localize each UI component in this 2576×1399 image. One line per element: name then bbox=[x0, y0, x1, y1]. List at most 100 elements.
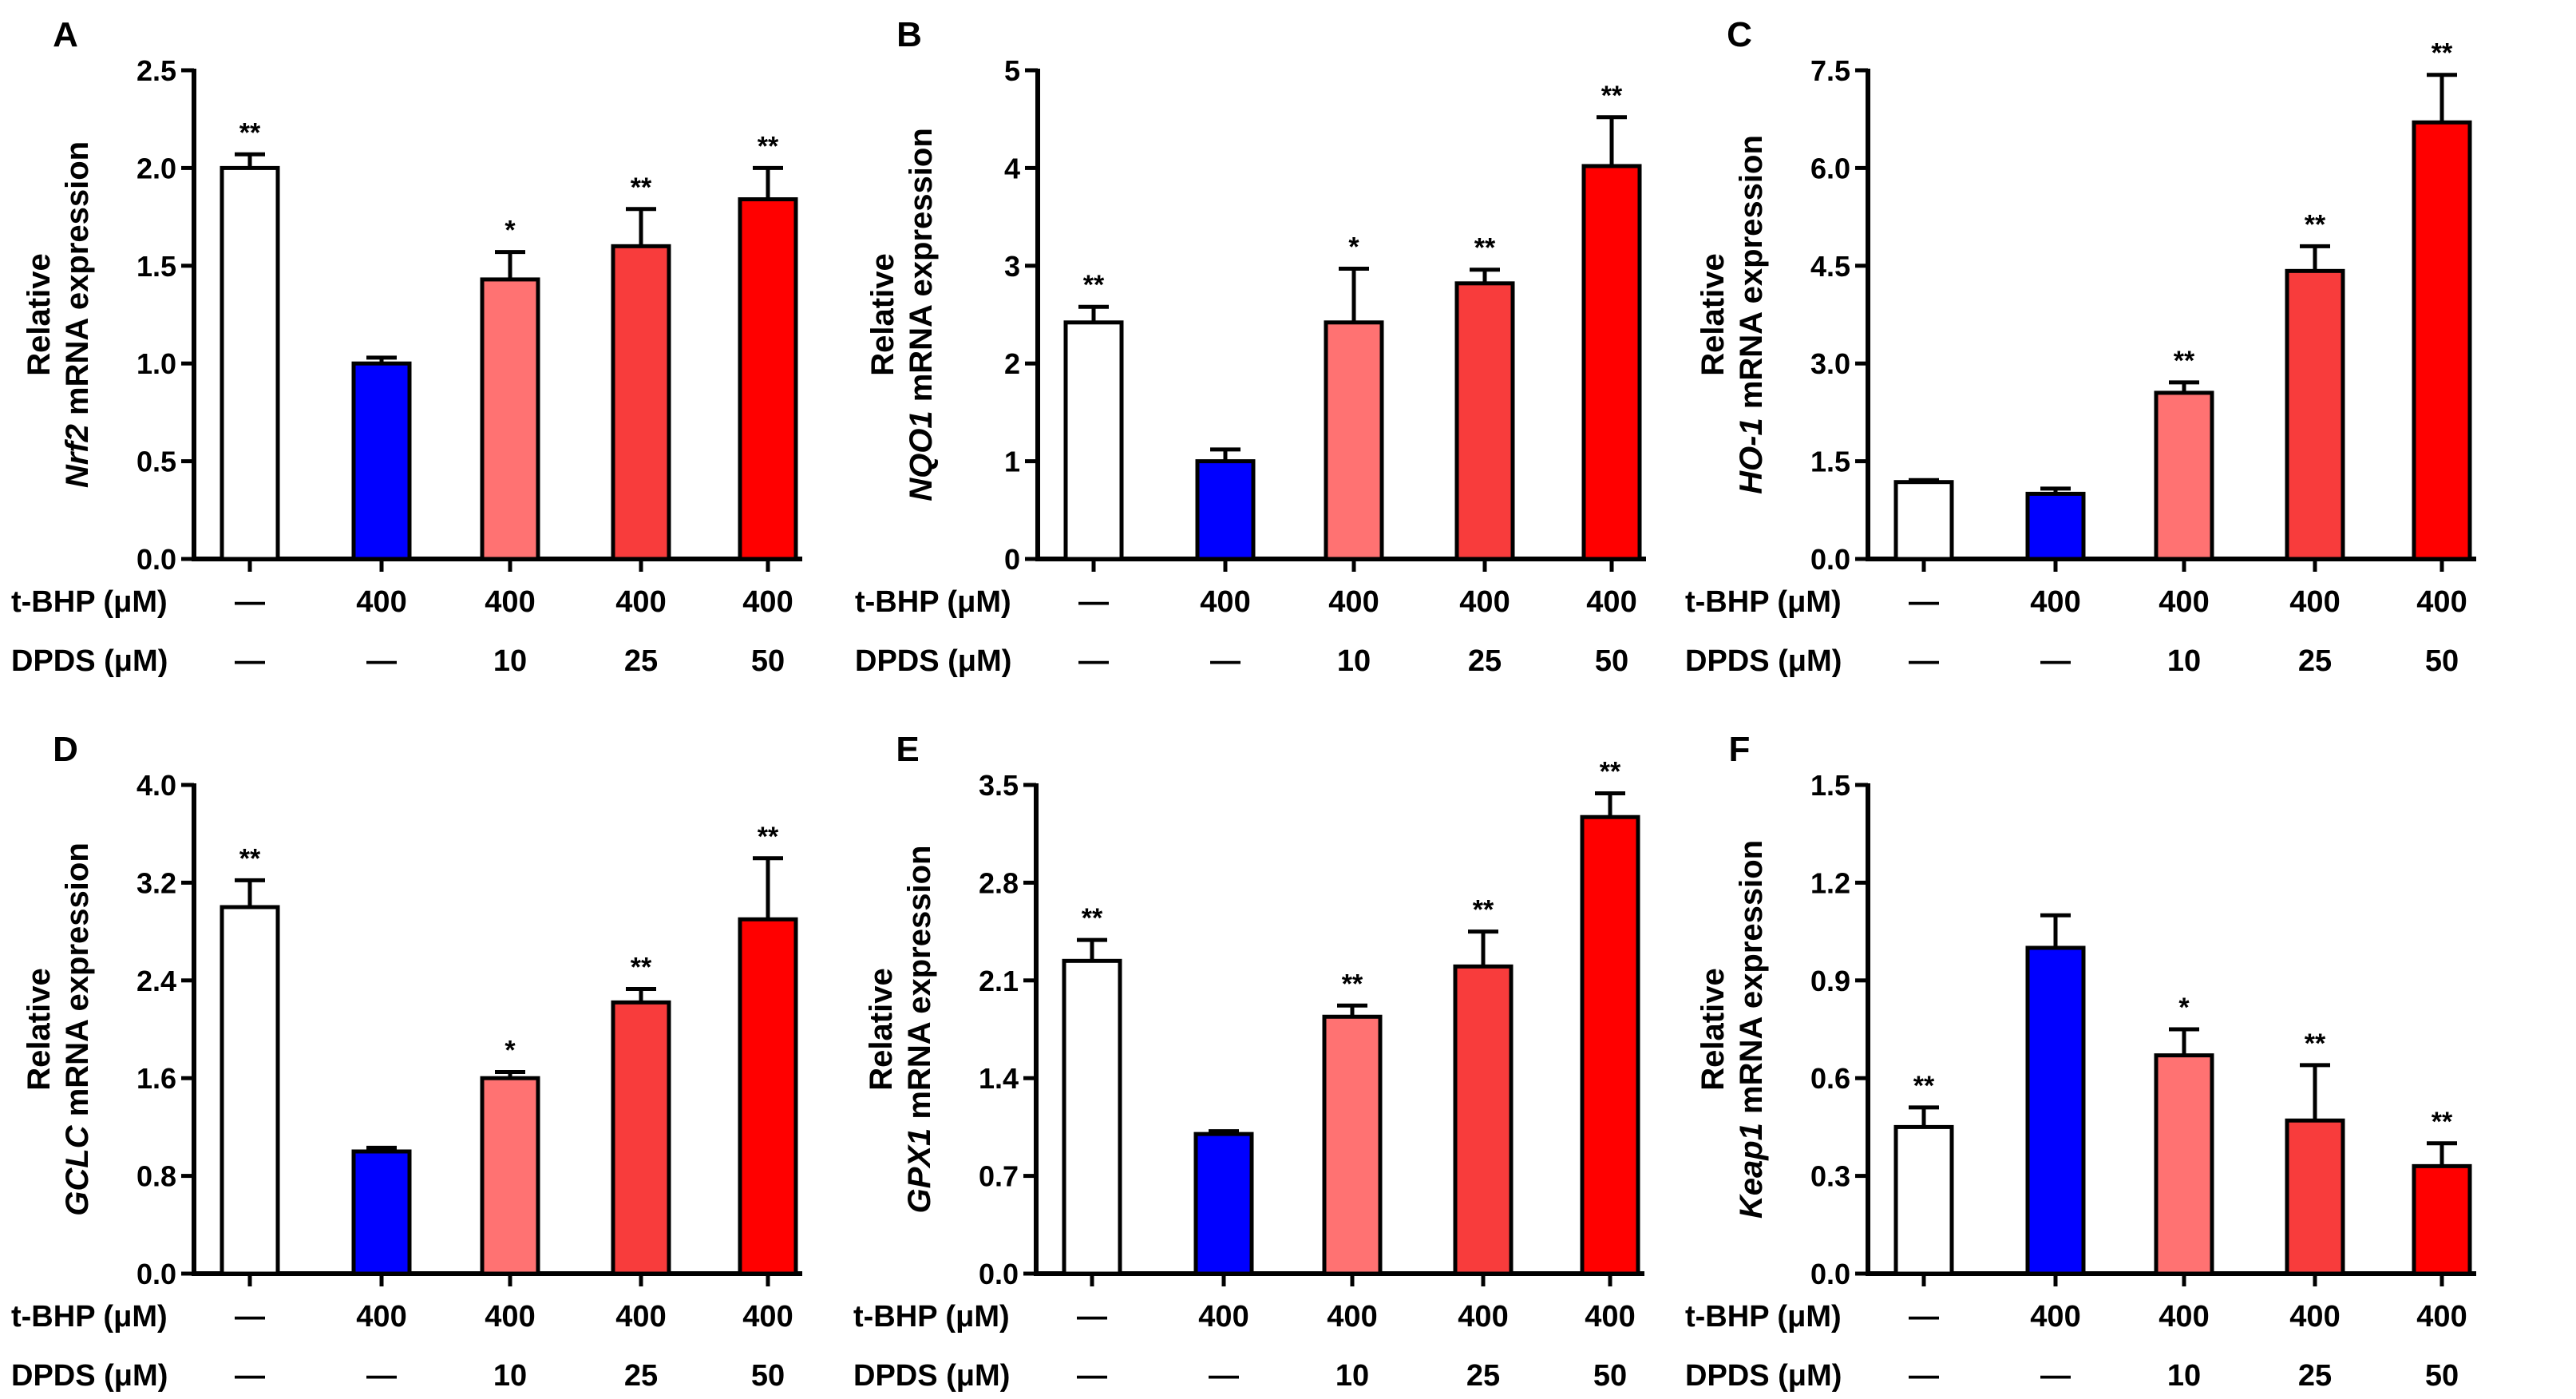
significance-marker: * bbox=[505, 216, 516, 246]
y-tick-label: 3.5 bbox=[979, 769, 1019, 802]
y-tick-label: 4.0 bbox=[137, 769, 176, 802]
significance-marker: ** bbox=[239, 843, 261, 874]
bar bbox=[2154, 1053, 2214, 1276]
tbhp-value: 400 bbox=[356, 1300, 406, 1334]
tbhp-value: 400 bbox=[2159, 1300, 2209, 1334]
panel-letter: D bbox=[53, 730, 78, 769]
y-label-suffix: mRNA expression bbox=[902, 846, 937, 1128]
gene-name: Nrf2 bbox=[60, 424, 95, 488]
y-tick-label: 3.0 bbox=[1810, 347, 1850, 380]
significance-marker: ** bbox=[2305, 209, 2326, 240]
y-label-suffix: mRNA expression bbox=[60, 842, 95, 1125]
bar bbox=[2285, 268, 2345, 561]
tbhp-label: t-BHP (μM) bbox=[1685, 1300, 1842, 1334]
tbhp-value: 400 bbox=[2289, 585, 2340, 619]
dpds-value: 10 bbox=[493, 1359, 527, 1393]
y-axis-label: RelativeGPX1 mRNA expression bbox=[864, 846, 937, 1214]
significance-marker: ** bbox=[2432, 1107, 2453, 1137]
gene-name: Keap1 bbox=[1734, 1123, 1769, 1219]
y-label-line1: Relative bbox=[1696, 968, 1731, 1090]
significance-marker: ** bbox=[2432, 38, 2453, 69]
significance-marker: ** bbox=[1601, 81, 1623, 111]
y-axis-label: Relative Nrf2 mRNA expression bbox=[22, 141, 95, 488]
y-tick-label: 1.2 bbox=[1810, 866, 1850, 899]
dpds-value: — bbox=[235, 644, 265, 678]
significance-marker: ** bbox=[631, 953, 652, 983]
dpds-label: DPDS (μM) bbox=[855, 644, 1011, 678]
panel-letter: A bbox=[53, 15, 78, 54]
dpds-value: — bbox=[366, 644, 397, 678]
tbhp-value: 400 bbox=[1198, 1300, 1248, 1334]
bar bbox=[611, 244, 671, 561]
bar bbox=[1062, 958, 1122, 1276]
dpds-value: — bbox=[1078, 644, 1109, 678]
dpds-label: DPDS (μM) bbox=[11, 644, 168, 678]
tbhp-value: 400 bbox=[1200, 585, 1250, 619]
tbhp-value: 400 bbox=[1328, 585, 1379, 619]
bar bbox=[220, 905, 280, 1276]
dpds-value: — bbox=[1210, 644, 1241, 678]
tbhp-value: 400 bbox=[615, 1300, 666, 1334]
tbhp-value: 400 bbox=[742, 585, 793, 619]
tbhp-value: 400 bbox=[2289, 1300, 2340, 1334]
y-tick-label: 2.4 bbox=[137, 965, 176, 997]
y-tick-label: 2 bbox=[1004, 347, 1020, 380]
bar bbox=[2412, 120, 2472, 561]
significance-marker: ** bbox=[1082, 903, 1103, 933]
tbhp-value: — bbox=[1078, 585, 1109, 619]
tbhp-value: — bbox=[1909, 1300, 1939, 1334]
y-label-line1: Relative bbox=[22, 968, 57, 1090]
dpds-value: 10 bbox=[1337, 644, 1371, 678]
y-tick-label: 3 bbox=[1004, 250, 1020, 283]
significance-marker: ** bbox=[2174, 346, 2195, 376]
panel-D: D RelativeGCLC mRNA expression 0.0 0.8 1.6 2.… bbox=[11, 730, 802, 1393]
tbhp-value: 400 bbox=[1458, 1300, 1508, 1334]
tbhp-value: 400 bbox=[356, 585, 406, 619]
dpds-value: 25 bbox=[624, 1359, 658, 1393]
panel-letter: B bbox=[896, 15, 922, 54]
bar bbox=[1454, 281, 1515, 561]
significance-marker: ** bbox=[1473, 895, 1494, 925]
tbhp-label: t-BHP (μM) bbox=[11, 585, 168, 619]
panel-F: F RelativeKeap1 mRNA expression 0.0 0.3 0.6 0… bbox=[1685, 730, 2476, 1393]
y-tick-label: 0.0 bbox=[137, 1258, 176, 1290]
y-label-suffix: mRNA expression bbox=[60, 141, 95, 424]
y-label-suffix: mRNA expression bbox=[1734, 135, 1769, 418]
tbhp-value: 400 bbox=[1585, 1300, 1635, 1334]
significance-marker: ** bbox=[1342, 969, 1363, 999]
y-axis-label: RelativeKeap1 mRNA expression bbox=[1696, 840, 1769, 1219]
tbhp-value: 400 bbox=[485, 585, 535, 619]
dpds-label: DPDS (μM) bbox=[1685, 1359, 1842, 1393]
y-label-line2: Keap1 mRNA expression bbox=[1734, 840, 1769, 1219]
y-label-line2: GPX1 mRNA expression bbox=[902, 846, 937, 1214]
tbhp-value: — bbox=[1909, 585, 1939, 619]
panel-B: B RelativeNQO1 mRNA expression 0 1 2 3 4 5 ** — — 4… bbox=[855, 15, 1646, 678]
gene-name: GCLC bbox=[60, 1124, 95, 1215]
dpds-value: 25 bbox=[2298, 1359, 2332, 1393]
dpds-value: 25 bbox=[1468, 644, 1502, 678]
bar bbox=[351, 1149, 412, 1276]
significance-marker: ** bbox=[758, 822, 779, 852]
y-tick-label: 1 bbox=[1004, 446, 1020, 478]
significance-marker: * bbox=[505, 1036, 516, 1066]
y-axis-label: RelativeHO-1 mRNA expression bbox=[1696, 135, 1769, 494]
tbhp-value: 400 bbox=[1586, 585, 1636, 619]
dpds-value: 50 bbox=[2425, 644, 2459, 678]
y-tick-label: 1.4 bbox=[979, 1062, 1019, 1095]
panel-letter: F bbox=[1729, 730, 1751, 769]
gene-name: NQO1 bbox=[904, 410, 939, 501]
tbhp-value: 400 bbox=[2030, 1300, 2080, 1334]
significance-marker: * bbox=[2178, 993, 2190, 1023]
y-tick-label: 3.2 bbox=[137, 866, 176, 899]
dpds-value: 10 bbox=[1335, 1359, 1369, 1393]
y-label-suffix: mRNA expression bbox=[1734, 840, 1769, 1123]
bar bbox=[1580, 814, 1640, 1276]
y-tick-label: 0.3 bbox=[1810, 1160, 1850, 1193]
dpds-value: 25 bbox=[2298, 644, 2332, 678]
y-label-line1: Relative bbox=[22, 253, 57, 375]
tbhp-value: 400 bbox=[1327, 1300, 1377, 1334]
y-label-suffix: mRNA expression bbox=[904, 128, 939, 410]
bar bbox=[220, 165, 280, 561]
